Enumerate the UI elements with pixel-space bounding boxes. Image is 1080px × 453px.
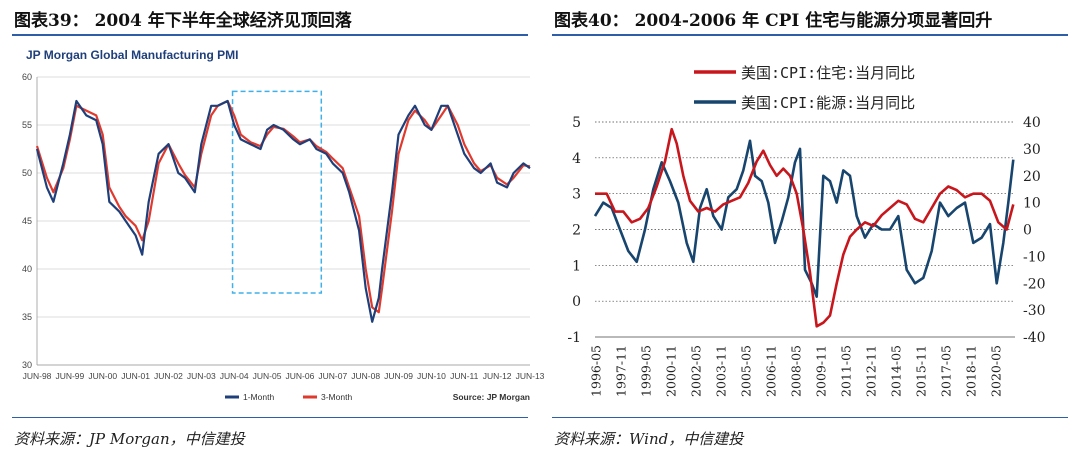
y-left-tick-label: 0 <box>572 294 581 310</box>
chart-source-note: Source: JP Morgan <box>453 392 530 402</box>
y-left-tick-label: 3 <box>572 187 581 203</box>
x-tick-label: JUN-13 <box>516 371 545 381</box>
y-left-tick-label: 4 <box>572 151 581 167</box>
y-left-tick-label: 5 <box>572 115 581 131</box>
x-tick-label: JUN-05 <box>253 371 282 381</box>
panel-cpi: 图表40： 2004-2006 年 CPI 住宅与能源分项显著回升 -1 0 1 2 3… <box>540 0 1080 453</box>
y-left-tick-label: 1 <box>572 258 581 274</box>
highlight-box <box>231 90 323 294</box>
source-rule <box>12 417 528 418</box>
x-tick-label: 1996-05 <box>589 345 604 397</box>
y-tick-label: 60 <box>22 72 32 82</box>
x-tick-label: JUN-03 <box>187 371 216 381</box>
x-tick-label: 2008-05 <box>789 345 804 397</box>
chart-title: JP Morgan Global Manufacturing PMI <box>26 48 238 62</box>
x-tick-label: JUN-08 <box>351 371 380 381</box>
x-tick-label: 2020-05 <box>989 345 1004 397</box>
y-left-tick-label: 2 <box>572 223 581 239</box>
x-tick-label: 2012-11 <box>864 345 879 397</box>
y-right-tick-label: 20 <box>1023 169 1041 185</box>
x-tick-label: JUN-04 <box>220 371 249 381</box>
y-right-tick-label: 10 <box>1023 196 1041 212</box>
legend-label: 美国:CPI:能源:当月同比 <box>741 94 915 112</box>
title-rule <box>12 34 528 36</box>
legend-label: 美国:CPI:住宅:当月同比 <box>741 64 915 82</box>
source-note: 资料来源：Wind，中信建投 <box>554 430 744 448</box>
y-left-tick-label: -1 <box>567 330 581 346</box>
y-tick-label: 55 <box>22 120 32 130</box>
y-right-tick-label: 0 <box>1023 223 1032 239</box>
y-right-tick-label: -40 <box>1023 330 1046 346</box>
y-right-tick-label: -10 <box>1023 249 1046 265</box>
x-tick-label: JUN-06 <box>286 371 315 381</box>
x-tick-label: JUN-01 <box>121 371 150 381</box>
figure-title: 图表39： 2004 年下半年全球经济见顶回落 <box>14 11 352 31</box>
x-tick-label: 2015-11 <box>914 345 929 397</box>
x-tick-label: 2000-11 <box>664 345 679 397</box>
y-tick-label: 35 <box>22 312 32 322</box>
source-note: 资料来源：JP Morgan，中信建投 <box>14 430 245 448</box>
x-tick-label: 2011-05 <box>839 345 854 397</box>
x-tick-label: JUN-02 <box>154 371 183 381</box>
y-tick-label: 45 <box>22 216 32 226</box>
x-tick-label: 2006-11 <box>764 345 779 397</box>
series-line-energy <box>593 139 1015 298</box>
y-right-tick-label: -20 <box>1023 276 1046 292</box>
series-line-one-month <box>35 99 531 323</box>
x-tick-label: 1999-05 <box>639 345 654 397</box>
x-tick-label: JUN-12 <box>483 371 512 381</box>
x-tick-label: 1997-11 <box>614 345 629 397</box>
x-tick-label: 2003-11 <box>714 345 729 397</box>
y-right-tick-label: -30 <box>1023 303 1046 319</box>
x-tick-label: 2014-05 <box>889 345 904 397</box>
x-tick-label: JUN-09 <box>384 371 413 381</box>
x-tick-label: 2009-11 <box>814 345 829 397</box>
y-tick-label: 50 <box>22 168 32 178</box>
source-rule <box>552 417 1068 418</box>
x-tick-label: 2002-05 <box>689 345 704 397</box>
panel-pmi: 图表39： 2004 年下半年全球经济见顶回落 JP Morgan Global… <box>12 11 545 448</box>
legend-label: 3-Month <box>321 392 352 402</box>
series-line-three-month <box>35 99 531 314</box>
title-rule <box>552 34 1068 36</box>
x-tick-label: 2017-05 <box>939 345 954 397</box>
y-tick-label: 40 <box>22 264 32 274</box>
x-tick-label: JUN-11 <box>450 371 478 381</box>
y-right-tick-label: 40 <box>1023 115 1041 131</box>
legend-label: 1-Month <box>243 392 274 402</box>
x-tick-label: 2005-05 <box>739 345 754 397</box>
y-right-tick-label: 30 <box>1023 142 1041 158</box>
figure-title: 图表40： 2004-2006 年 CPI 住宅与能源分项显著回升 <box>554 11 993 31</box>
x-tick-label: JUN-98 <box>23 371 52 381</box>
y-tick-label: 30 <box>22 360 32 370</box>
x-tick-label: JUN-10 <box>417 371 446 381</box>
x-tick-label: JUN-07 <box>318 371 347 381</box>
series-line-housing <box>595 127 1015 328</box>
pmi-chart: JP Morgan Global Manufacturing PMI 30 35 40… <box>22 48 545 402</box>
x-tick-label: 2018-11 <box>964 345 979 397</box>
x-tick-label: JUN-00 <box>88 371 117 381</box>
x-tick-label: JUN-99 <box>55 371 84 381</box>
